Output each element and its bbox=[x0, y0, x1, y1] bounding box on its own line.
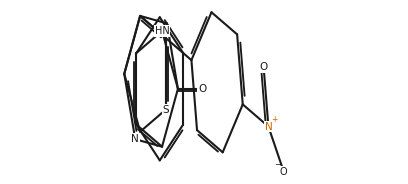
Text: HN: HN bbox=[155, 26, 169, 36]
Text: +: + bbox=[272, 115, 278, 124]
Text: N: N bbox=[264, 121, 272, 132]
Text: O: O bbox=[198, 84, 206, 94]
Text: −: − bbox=[274, 161, 281, 170]
Text: O: O bbox=[259, 62, 268, 72]
Text: N: N bbox=[131, 134, 139, 144]
Text: S: S bbox=[162, 105, 169, 115]
Text: O: O bbox=[280, 167, 288, 177]
